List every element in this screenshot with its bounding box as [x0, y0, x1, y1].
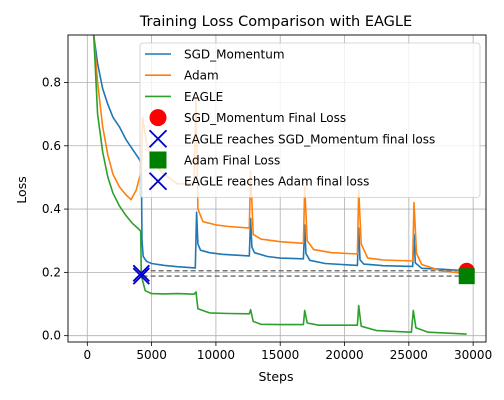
- legend-swatch: [148, 172, 168, 191]
- y-tick-label: 0.2: [42, 265, 61, 279]
- series-line-eagle: [92, 35, 467, 335]
- axis-ticks: 0 5000 10000 15000 20000 25000 30000 0.0 0.2 0.4 0…: [42, 75, 492, 362]
- marker-adam-final-loss: [458, 268, 475, 285]
- y-tick-label: 0.4: [42, 202, 61, 216]
- clipped-series: [92, 35, 467, 335]
- legend-label: EAGLE: [184, 90, 223, 104]
- legend-box: [139, 42, 481, 198]
- legend-label: EAGLE reaches SGD_Momentum final loss: [184, 132, 435, 146]
- legend-label: Adam: [184, 69, 219, 83]
- x-tick-label: 20000: [325, 348, 363, 362]
- x-tick-label: 0: [83, 348, 91, 362]
- x-tick-label: 5000: [136, 348, 167, 362]
- chart-title: Training Loss Comparison with EAGLE: [139, 14, 412, 30]
- series-line-adam: [92, 35, 467, 274]
- x-tick-label: 30000: [454, 348, 492, 362]
- legend-label: Adam Final Loss: [184, 154, 280, 168]
- y-tick-label: 0.6: [42, 139, 61, 153]
- legend-swatch: [149, 151, 167, 169]
- legend-label: EAGLE reaches Adam final loss: [184, 175, 369, 189]
- x-tick-label: 15000: [261, 348, 299, 362]
- marker-eagle-reaches-sgd-momentum-final-loss: [132, 264, 150, 282]
- legend-swatch: [149, 109, 167, 127]
- y-tick-label: 0.0: [42, 329, 61, 343]
- x-tick-label: 25000: [390, 348, 428, 362]
- y-axis-label: Loss: [14, 176, 29, 203]
- plot-area: [92, 35, 475, 335]
- series-line-sgd-momentum: [92, 35, 467, 272]
- legend: SGD_Momentum Adam EAGLE SGD_Momentum Final …: [139, 42, 481, 198]
- legend-swatch: [148, 129, 168, 148]
- y-tick-label: 0.8: [42, 75, 61, 89]
- marker-eagle-reaches-adam-final-loss: [132, 267, 150, 285]
- x-axis-label: Steps: [259, 369, 294, 384]
- legend-label: SGD_Momentum Final Loss: [184, 111, 346, 125]
- x-tick-label: 10000: [197, 348, 235, 362]
- legend-label: SGD_Momentum: [184, 48, 285, 62]
- axes-frame: [67, 34, 487, 343]
